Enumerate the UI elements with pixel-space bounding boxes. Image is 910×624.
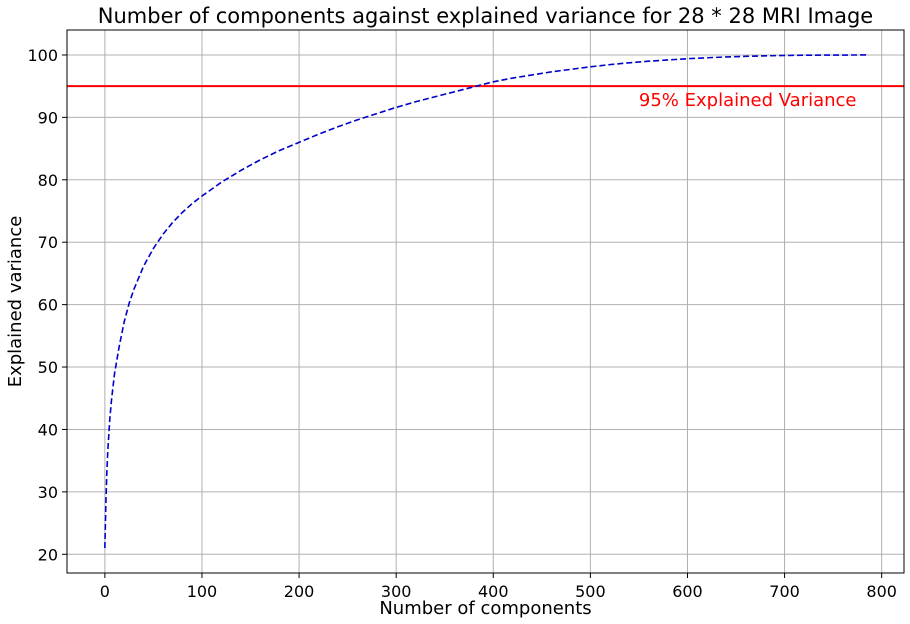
chart-title: Number of components against explained v…	[98, 4, 873, 28]
y-tick-label: 80	[38, 171, 58, 190]
x-tick-label: 200	[284, 582, 315, 601]
y-tick-label: 40	[38, 420, 58, 439]
x-tick-label: 800	[866, 582, 897, 601]
y-tick-label: 50	[38, 358, 58, 377]
x-tick-label: 0	[100, 582, 110, 601]
x-axis-label: Number of components	[379, 598, 591, 619]
plot-frame	[66, 29, 905, 574]
ticks: 0 100 200 300 400 500 600 700 800 20 30 40 50 60 70 80 9…	[27, 46, 896, 601]
y-tick-label: 90	[38, 108, 58, 127]
x-tick-label: 300	[381, 582, 412, 601]
y-tick-label: 70	[38, 233, 58, 252]
y-tick-label: 100	[27, 46, 58, 65]
series-line-0	[104, 54, 867, 549]
y-axis-label: Explained variance	[5, 216, 26, 388]
y-tick-label: 30	[38, 483, 58, 502]
x-tick-label: 500	[575, 582, 606, 601]
series-layer	[104, 54, 867, 549]
x-tick-label: 700	[769, 582, 800, 601]
x-tick-label: 100	[187, 582, 218, 601]
y-tick-label: 20	[38, 545, 58, 564]
x-tick-label: 600	[672, 582, 703, 601]
grid	[67, 30, 904, 573]
threshold-label: 95% Explained Variance	[639, 90, 857, 111]
x-tick-label: 400	[478, 582, 509, 601]
y-tick-label: 60	[38, 296, 58, 315]
